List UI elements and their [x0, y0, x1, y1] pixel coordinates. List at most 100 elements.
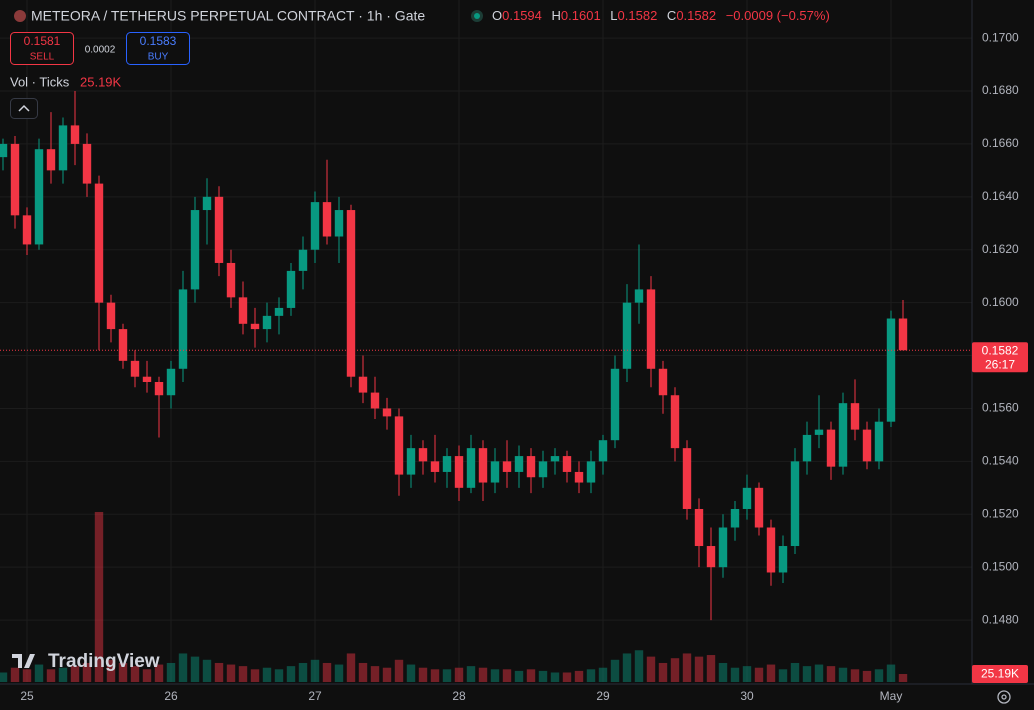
volume-bar [94, 511, 104, 682]
candle-body [34, 149, 44, 245]
volume-bar [706, 655, 716, 682]
candle-body [370, 392, 380, 409]
sell-price[interactable]: 0.1581 [24, 34, 61, 48]
volume-bar [886, 664, 896, 682]
candle-body [886, 318, 896, 422]
candle-body [730, 508, 740, 528]
candle-body [814, 429, 824, 435]
settings-icon[interactable] [997, 690, 1011, 704]
volume-bar [730, 667, 740, 682]
volume-bar [346, 653, 356, 682]
candle-body [850, 403, 860, 430]
volume-bar [862, 670, 872, 682]
candle-body [22, 215, 32, 245]
volume-bar [538, 670, 548, 682]
low-label: L [610, 8, 617, 23]
volume-bar [442, 669, 452, 682]
volume-bar [322, 662, 332, 682]
candle-body [574, 471, 584, 483]
volume-bar [58, 667, 68, 682]
candle-body [454, 456, 464, 488]
spread: 0.0002 [85, 45, 116, 56]
status-dot [474, 13, 480, 19]
sell-label[interactable]: SELL [30, 52, 55, 63]
candle-body [190, 210, 200, 290]
volume-box [972, 665, 1028, 683]
candle-body [310, 202, 320, 250]
candle-body [334, 210, 344, 237]
volume-bar [70, 666, 80, 682]
x-tick-label: 25 [20, 689, 34, 703]
y-tick-label: 0.1680 [982, 83, 1019, 97]
candle-body [898, 318, 908, 351]
candle-body [706, 546, 716, 568]
candle-body [118, 329, 128, 361]
close-label: C [667, 8, 676, 23]
change-value: −0.0009 (−0.57%) [726, 8, 830, 23]
candle-body [802, 434, 812, 462]
volume-bar [574, 670, 584, 682]
volume-bar [670, 658, 680, 682]
collapse-button[interactable] [10, 98, 38, 119]
buy-label[interactable]: BUY [148, 52, 169, 63]
volume-bar [490, 669, 500, 682]
x-tick-label: 27 [308, 689, 322, 703]
volume-bar [766, 664, 776, 682]
collapse-icon[interactable] [18, 104, 30, 112]
volume-bar [826, 666, 836, 682]
candle-body [106, 302, 116, 330]
volume-bar [0, 672, 8, 682]
last-price-label: 0.1582 [982, 343, 1019, 357]
volume-bar [166, 662, 176, 682]
ohlc-legend: O0.1594 H0.1601 L0.1582 C0.1582 −0.0009 … [492, 8, 830, 23]
candle-body [262, 315, 272, 330]
buy-button[interactable] [126, 32, 190, 65]
candle-body [94, 183, 104, 303]
volume-bar [22, 669, 32, 682]
volume-bar [502, 669, 512, 682]
candle-body [202, 196, 212, 211]
countdown: 26:17 [985, 357, 1015, 371]
volume-bar [34, 664, 44, 682]
candle-body [142, 376, 152, 383]
volume-bar [82, 662, 92, 682]
volume-bar [418, 667, 428, 682]
y-tick-label: 0.1520 [982, 506, 1019, 520]
volume-bar [814, 664, 824, 682]
buy-price[interactable]: 0.1583 [140, 34, 177, 48]
volume-bar [262, 667, 272, 682]
last-price-box [972, 342, 1028, 373]
candle-body [538, 461, 548, 478]
candle-body [286, 270, 296, 308]
volume-bar [622, 653, 632, 682]
volume-bar [178, 653, 188, 682]
candle-body [238, 297, 248, 324]
volume-bar [466, 666, 476, 682]
volume-bar [46, 669, 56, 682]
volume-bar [202, 659, 212, 682]
candle-body [766, 527, 776, 573]
candle-body [874, 421, 884, 462]
y-tick-label: 0.1600 [982, 295, 1019, 309]
settings-center[interactable] [1001, 694, 1007, 700]
volume-bar [106, 659, 116, 682]
low-value: 0.1582 [618, 8, 658, 23]
volume-bar [790, 662, 800, 682]
settings-ring[interactable] [997, 690, 1011, 704]
candle-body [166, 368, 176, 396]
volume-bar [634, 650, 644, 682]
candle-body [478, 448, 488, 483]
y-tick-label: 0.1700 [982, 30, 1019, 44]
candle-body [58, 125, 68, 171]
volume-bar [430, 669, 440, 682]
candle-body [610, 368, 620, 441]
volume-bar [874, 669, 884, 682]
sell-button[interactable] [10, 32, 74, 65]
close-value: 0.1582 [676, 8, 716, 23]
brand-icon [12, 654, 35, 668]
candle-body [622, 302, 632, 369]
volume-bar [838, 667, 848, 682]
x-tick-label: 29 [596, 689, 610, 703]
candle-body [790, 461, 800, 547]
chart-title: METEORA / TETHERUS PERPETUAL CONTRACT · … [31, 8, 425, 24]
